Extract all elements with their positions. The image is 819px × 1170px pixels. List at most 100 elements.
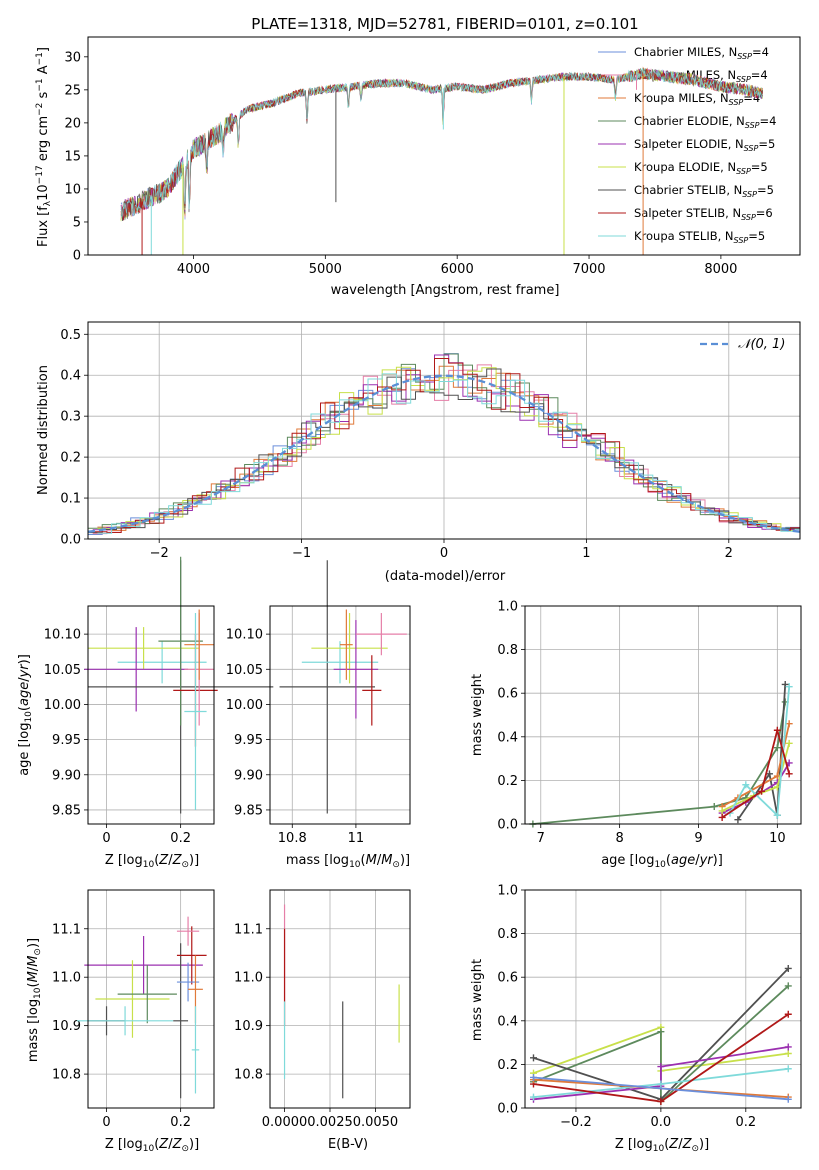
spectrum-ytick-label: 10 [64, 182, 81, 197]
residuals-ytick-label: 0.5 [60, 328, 81, 343]
massweight_vs_age-point-marker [773, 726, 781, 734]
residuals-ylabel: Normed distribution [36, 365, 51, 495]
massweight_vs_Z-point-marker [529, 1093, 537, 1101]
mass_vs_ebv-plot [283, 904, 400, 1099]
massweight_vs_age-point-marker [781, 680, 789, 688]
massweight_vs_age-ytick-label: 0.6 [497, 687, 518, 702]
residuals-xtick-label: 2 [725, 546, 733, 561]
massweight_vs_Z-ytick-label: 0.4 [497, 1014, 518, 1029]
histogram-series [92, 364, 800, 535]
residuals-ytick-label: 0.0 [60, 533, 81, 548]
massweight_vs_Z-ytick-label: 1.0 [497, 884, 518, 899]
histogram-series [97, 366, 800, 531]
mass_vs_Z-frame [87, 889, 215, 1109]
massweight_vs_Z-point-marker [784, 964, 792, 972]
massweight_vs_age-ytick-label: 0.8 [497, 643, 518, 658]
spectrum-xtick-label: 6000 [441, 262, 474, 277]
massweight_vs_Z-frame [524, 889, 802, 1109]
residuals-xlabel: (data-model)/error [385, 569, 506, 584]
massweight_vs_Z-plot [529, 964, 792, 1105]
spectrum-ylabel: Flux [fλ10−17 erg cm−2 s−1 A−1] [35, 47, 53, 247]
agemass-xlabel: mass [log10(M/M⊙)] [286, 853, 410, 870]
spectrum-xlabel: wavelength [Angstrom, rest frame] [331, 283, 560, 298]
massweight_vs_age-point-marker [765, 770, 773, 778]
massweight_vs_age-ytick-label: 0.0 [497, 818, 518, 833]
residuals-xtick-label: −2 [150, 546, 169, 561]
residuals-plot [87, 353, 801, 535]
mass_vs_ebv-ytick-label: 10.8 [234, 1068, 263, 1083]
massweight_vs_age-xtick-label: 8 [615, 831, 623, 846]
massweight_vs_age-point-marker [773, 811, 781, 819]
age_vs_mass-xtick-label: 10.8 [278, 831, 307, 846]
massweight_vs_Z-point-marker [657, 1097, 665, 1105]
massweight_vs_age-frame [524, 605, 802, 825]
massweight_vs_age-plot [529, 680, 793, 828]
mass_vs_Z-plot [76, 916, 207, 1099]
age_vs_Z-ytick-label: 10.00 [44, 698, 81, 713]
massweight_vs_age-xtick-label: 7 [537, 831, 545, 846]
spectrum-xtick-label: 5000 [309, 262, 342, 277]
age_vs_mass-ytick-label: 9.90 [234, 768, 263, 783]
massweight_vs_age-point-marker [718, 813, 726, 821]
residuals-frame [87, 321, 801, 540]
massweight_vs_Z-point-marker [529, 1073, 537, 1081]
spectrum-xtick-label: 7000 [572, 262, 605, 277]
age_vs_Z-frame [87, 605, 215, 825]
mass_vs_ebv-ytick-label: 11.1 [234, 922, 263, 937]
massweight_vs_Z-xtick-label: −0.2 [560, 1115, 592, 1130]
massweight_vs_age-point-marker [742, 781, 750, 789]
mass_vs_Z-ytick-label: 10.9 [52, 1019, 81, 1034]
massweight_vs_age-point-marker [710, 803, 718, 811]
spectrum-legend-label: Kroupa STELIB, NSSP=5 [634, 229, 765, 245]
massweight_vs_age-series-line [721, 743, 791, 812]
massweight_vs_age-point-marker [718, 807, 726, 815]
mwZ-ylabel: mass weight [470, 959, 485, 1041]
spectrum-legend-label: Chabrier ELODIE, NSSP=4 [634, 114, 776, 130]
age_vs_Z-ytick-label: 9.90 [52, 768, 81, 783]
massweight_vs_Z-series-line [533, 1076, 789, 1101]
massweight_vs_Z-point-marker [784, 1010, 792, 1018]
age_vs_mass-xtick-label: 11 [348, 831, 365, 846]
spectrum-ytick-label: 25 [64, 83, 81, 98]
age_vs_Z-axes: 0 0.2 9.85 9.90 9.95 10.00 10.05 10.10 [44, 606, 214, 846]
residuals-xtick-label: 1 [582, 546, 590, 561]
mass_vs_ebv-xtick-label: 0.0025 [307, 1115, 353, 1130]
massZ-ylabel: mass [log10(M/M⊙)] [26, 938, 43, 1062]
mass_vs_Z-ytick-label: 11.0 [52, 971, 81, 986]
massweight_vs_Z-ytick-label: 0.0 [497, 1102, 518, 1117]
massweight_vs_age-point-marker [758, 787, 766, 795]
age_vs_mass-ytick-label: 10.10 [226, 628, 263, 643]
mwage-ylabel: mass weight [470, 674, 485, 756]
age_vs_mass-plot [279, 560, 407, 814]
age_vs_Z-ytick-label: 9.85 [52, 803, 81, 818]
mass_vs_ebv-axes: 0.0000 0.0025 0.0050 10.8 10.9 11.0 11.1 [234, 890, 410, 1130]
residuals-ytick-label: 0.4 [60, 369, 81, 384]
ageZ-ylabel: age [log10(age/yr)] [17, 654, 34, 776]
age_vs_mass-ytick-label: 10.00 [226, 698, 263, 713]
age_vs_mass-ytick-label: 9.85 [234, 803, 263, 818]
age_vs_mass-ytick-label: 9.95 [234, 733, 263, 748]
ageZ-xlabel: Z [log10(Z/Z⊙)] [105, 853, 199, 870]
massweight_vs_Z-point-marker [784, 1050, 792, 1057]
histogram-series [92, 358, 800, 533]
spectrum-legend-label: Salpeter STELIB, NSSP=6 [634, 206, 773, 222]
age_vs_mass-frame [269, 605, 411, 825]
age_vs_mass-ytick-label: 10.05 [226, 663, 263, 678]
age_vs_mass-axes: 10.8 11 9.85 9.90 9.95 10.00 10.05 10.10 [226, 606, 410, 846]
mass_vs_Z-xtick-label: 0.2 [170, 1115, 191, 1130]
age_vs_Z-ytick-label: 9.95 [52, 733, 81, 748]
spectrum-legend-label: Chabrier STELIB, NSSP=5 [634, 183, 774, 199]
massweight_vs_age-point-marker [785, 739, 793, 747]
massweight_vs_age-ytick-label: 0.2 [497, 774, 518, 789]
spectrum-title: PLATE=1318, MJD=52781, FIBERID=0101, z=0… [251, 15, 638, 33]
spectrum-legend-label: Kroupa ELODIE, NSSP=5 [634, 160, 768, 176]
massweight_vs_age-axes: 7 8 9 10 0.0 0.2 0.4 0.6 0.8 1.0 [497, 600, 801, 846]
massweight_vs_Z-point-marker [657, 1080, 665, 1088]
residuals-legend-label: 𝒩(0, 1) [738, 337, 785, 352]
massweight_vs_age-series-line [721, 726, 791, 819]
massweight_vs_age-xtick-label: 9 [694, 831, 702, 846]
massweight_vs_Z-axes: −0.2 0.0 0.2 0.0 0.2 0.4 0.6 0.8 1.0 [497, 884, 801, 1130]
massweight_vs_age-point-marker [734, 816, 742, 824]
residuals-ytick-label: 0.3 [60, 410, 81, 425]
